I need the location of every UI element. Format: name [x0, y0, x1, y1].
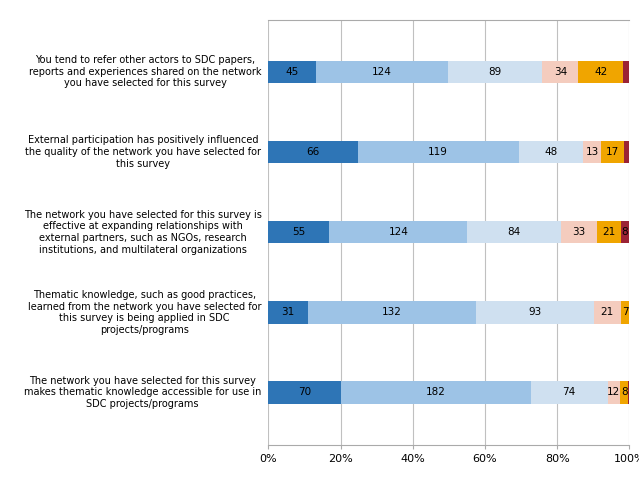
Text: 13: 13 [585, 147, 599, 157]
Bar [268, 301, 308, 324]
Bar [475, 301, 594, 324]
Text: 31: 31 [281, 307, 295, 317]
Bar [530, 381, 608, 404]
Text: 124: 124 [389, 227, 408, 237]
Bar [583, 141, 601, 163]
Text: 182: 182 [426, 387, 446, 398]
Text: 74: 74 [562, 387, 576, 398]
Bar [594, 301, 620, 324]
Bar [341, 381, 530, 404]
Bar [467, 221, 560, 244]
Text: 48: 48 [544, 147, 558, 157]
Text: 70: 70 [298, 387, 311, 398]
Text: 7: 7 [622, 307, 628, 317]
Text: 42: 42 [594, 67, 608, 77]
Bar [448, 61, 543, 83]
Text: 55: 55 [292, 227, 305, 237]
Text: 33: 33 [573, 227, 585, 237]
Text: 45: 45 [286, 67, 299, 77]
Bar [316, 61, 448, 83]
Text: 132: 132 [381, 307, 402, 317]
Bar [620, 381, 628, 404]
Text: 119: 119 [428, 147, 448, 157]
Text: 8: 8 [622, 227, 628, 237]
Bar [308, 301, 475, 324]
Text: 21: 21 [602, 227, 615, 237]
Bar [518, 141, 583, 163]
Bar [330, 221, 467, 244]
Bar [597, 221, 620, 244]
Bar [620, 301, 629, 324]
Text: 12: 12 [607, 387, 620, 398]
Text: 84: 84 [507, 227, 521, 237]
Text: 124: 124 [372, 67, 392, 77]
Bar [560, 221, 597, 244]
Bar [268, 221, 330, 244]
Text: 93: 93 [528, 307, 541, 317]
Bar [268, 61, 316, 83]
Bar [624, 141, 629, 163]
Bar [608, 381, 620, 404]
Text: 21: 21 [601, 307, 614, 317]
Bar [601, 141, 624, 163]
Bar [268, 141, 358, 163]
Bar [268, 381, 341, 404]
Text: 17: 17 [606, 147, 619, 157]
Bar [358, 141, 518, 163]
Text: 66: 66 [306, 147, 320, 157]
Bar [620, 221, 629, 244]
Bar [578, 61, 623, 83]
Text: 34: 34 [554, 67, 567, 77]
Bar [628, 381, 629, 404]
Text: 8: 8 [621, 387, 627, 398]
Bar [543, 61, 578, 83]
Text: 89: 89 [488, 67, 502, 77]
Bar [623, 61, 629, 83]
